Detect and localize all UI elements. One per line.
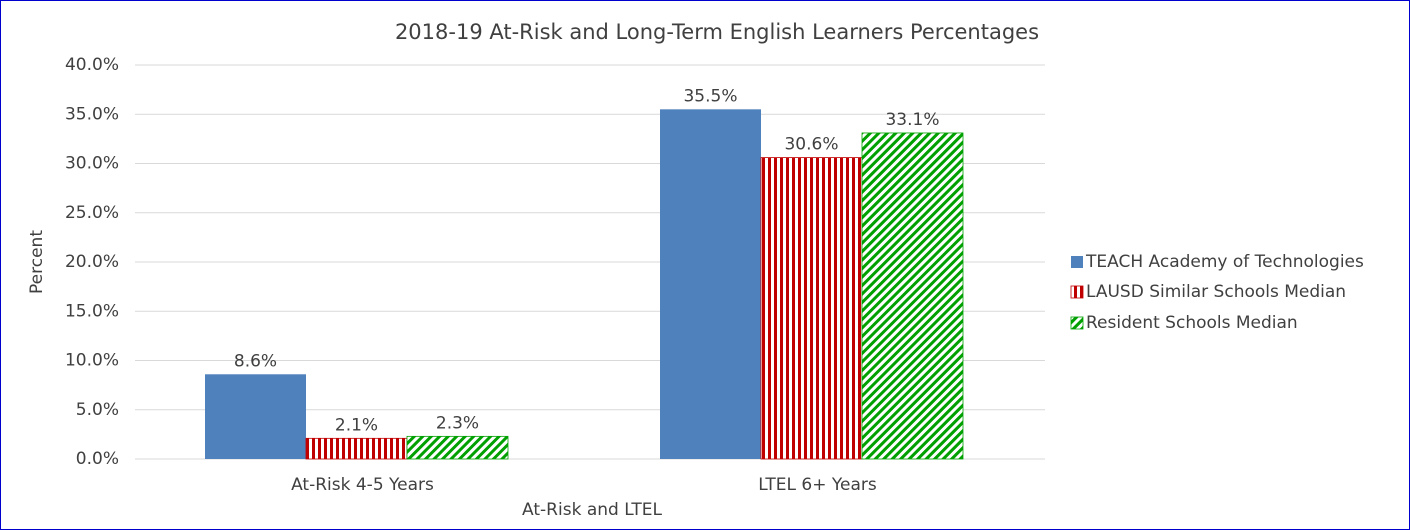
y-tick-label: 30.0% xyxy=(65,154,119,174)
y-tick-label: 20.0% xyxy=(65,252,119,272)
data-label: 8.6% xyxy=(234,351,277,371)
y-tick-label: 0.0% xyxy=(76,449,119,469)
legend-label: Resident Schools Median xyxy=(1086,313,1298,333)
y-axis-label: Percent xyxy=(27,230,47,294)
legend-label: LAUSD Similar Schools Median xyxy=(1086,282,1346,302)
chart-title: 2018-19 At-Risk and Long-Term English Le… xyxy=(395,20,1039,44)
data-label: 35.5% xyxy=(683,86,737,106)
bar xyxy=(861,132,964,460)
data-label: 2.1% xyxy=(335,415,378,435)
y-tick-label: 40.0% xyxy=(65,55,119,75)
y-tick-label: 5.0% xyxy=(76,400,119,420)
bar xyxy=(660,109,761,459)
legend-swatch xyxy=(1071,256,1083,268)
legend-label: TEACH Academy of Technologies xyxy=(1085,252,1364,272)
bar xyxy=(760,157,863,460)
bar xyxy=(406,435,509,460)
data-label: 2.3% xyxy=(436,413,479,433)
data-label: 30.6% xyxy=(784,135,838,155)
bar xyxy=(305,437,408,460)
y-tick-label: 35.0% xyxy=(65,104,119,124)
y-tick-label: 10.0% xyxy=(65,351,119,371)
x-tick-label: LTEL 6+ Years xyxy=(758,475,877,495)
legend-swatch xyxy=(1070,285,1084,299)
y-tick-label: 15.0% xyxy=(65,301,119,321)
data-label: 33.1% xyxy=(885,110,939,130)
x-tick-label: At-Risk 4-5 Years xyxy=(291,475,434,495)
x-axis-label: At-Risk and LTEL xyxy=(522,500,662,520)
bar xyxy=(205,374,306,459)
y-tick-label: 25.0% xyxy=(65,203,119,223)
legend-swatch xyxy=(1070,316,1084,330)
